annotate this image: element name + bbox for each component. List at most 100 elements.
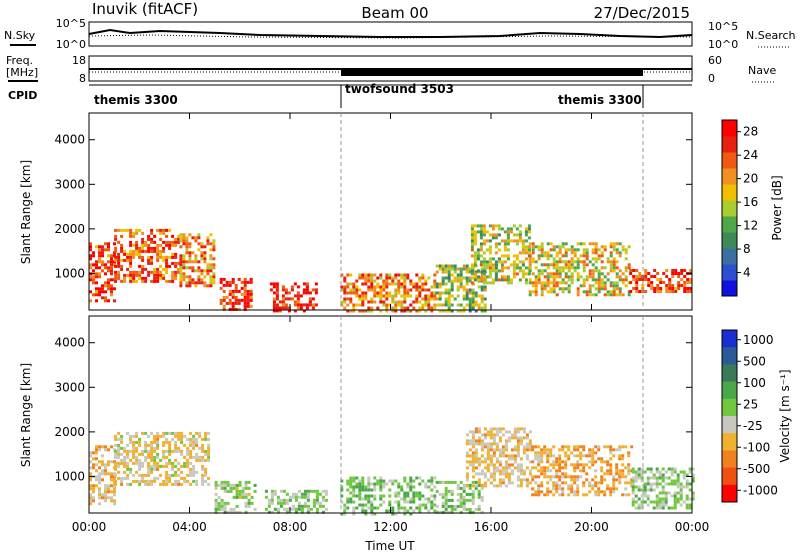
echo-cell: [479, 236, 483, 240]
echo-cell: [649, 500, 653, 504]
echo-cell: [95, 263, 98, 267]
echo-cell: [234, 283, 238, 287]
echo-cell: [537, 493, 541, 497]
echo-cell: [573, 445, 577, 449]
echo-cell: [98, 478, 101, 482]
echo-cell: [191, 281, 195, 285]
echo-cell: [98, 272, 101, 276]
echo-cell: [156, 446, 160, 450]
echo-cell: [488, 275, 492, 279]
echo-cell: [197, 278, 201, 282]
echo-cell: [521, 260, 525, 264]
echo-cell: [299, 306, 303, 310]
echo-cell: [209, 242, 213, 246]
echo-cell: [549, 448, 553, 452]
echo-cell: [340, 479, 344, 483]
echo-cell: [113, 490, 116, 494]
echo-cell: [534, 481, 538, 485]
echo-cell: [141, 264, 145, 268]
echo-cell: [507, 457, 511, 461]
echo-cell: [497, 257, 501, 261]
power-colorbar-cell: [722, 136, 737, 153]
echo-cell: [107, 278, 110, 282]
echo-cell: [358, 503, 362, 507]
echo-cell: [534, 260, 538, 264]
echo-cell: [534, 466, 538, 470]
echo-cell: [488, 224, 492, 228]
echo-cell: [110, 293, 113, 297]
echo-cell: [456, 276, 460, 280]
echo-cell: [427, 500, 431, 504]
echo-cell: [632, 287, 636, 290]
echo-cell: [162, 464, 166, 468]
echo-cell: [685, 473, 689, 477]
echo-cell: [382, 294, 386, 298]
echo-cell: [203, 275, 207, 279]
echo-cell: [474, 448, 478, 452]
echo-cell: [403, 512, 407, 516]
echo-cell: [207, 446, 211, 450]
echo-cell: [627, 451, 631, 455]
echo-cell: [591, 257, 595, 261]
echo-cell: [418, 494, 422, 498]
echo-cell: [618, 448, 622, 452]
echo-cell: [379, 503, 383, 507]
echo-cell: [409, 294, 413, 298]
echo-cell: [492, 469, 496, 473]
echo-cell: [453, 279, 457, 283]
echo-cell: [624, 466, 628, 470]
echo-cell: [558, 269, 562, 273]
echo-cell: [618, 287, 622, 291]
echo-cell: [183, 443, 187, 447]
echo-cell: [629, 290, 633, 293]
echo-cell: [379, 300, 383, 304]
echo-cell: [677, 281, 681, 284]
echo-cell: [462, 306, 466, 310]
echo-cell: [200, 251, 204, 255]
echo-cell: [104, 448, 107, 452]
echo-cell: [552, 460, 556, 464]
echo-cell: [558, 448, 562, 452]
echo-cell: [500, 254, 504, 258]
echo-cell: [180, 431, 184, 435]
echo-cell: [573, 478, 577, 482]
echo-cell: [117, 437, 121, 441]
echo-cell: [470, 233, 474, 237]
echo-cell: [453, 507, 457, 511]
echo-cell: [141, 461, 145, 465]
echo-cell: [223, 504, 227, 508]
echo-cell: [506, 275, 510, 279]
echo-cell: [110, 257, 113, 261]
echo-cell: [182, 254, 186, 258]
echo-cell: [658, 503, 662, 507]
echo-cell: [132, 479, 136, 483]
echo-cell: [229, 483, 233, 487]
echo-cell: [498, 454, 502, 458]
echo-cell: [646, 494, 650, 498]
echo-cell: [582, 260, 586, 264]
echo-cell: [285, 498, 289, 502]
echo-cell: [462, 498, 466, 502]
echo-cell: [528, 257, 532, 261]
echo-cell: [585, 454, 589, 458]
echo-cell: [135, 479, 139, 483]
echo-cell: [226, 480, 230, 484]
echo-cell: [494, 269, 498, 273]
echo-cell: [223, 489, 227, 493]
echo-cell: [494, 266, 498, 270]
echo-cell: [473, 260, 477, 264]
echo-cell: [150, 470, 154, 474]
echo-cell: [471, 294, 475, 298]
echo-cell: [144, 449, 148, 453]
echo-cell: [349, 309, 353, 313]
echo-cell: [340, 488, 344, 492]
echo-cell: [207, 458, 211, 462]
echo-cell: [486, 445, 490, 449]
echo-cell: [576, 448, 580, 452]
echo-cell: [462, 276, 466, 280]
echo-cell: [132, 434, 136, 438]
echo-cell: [558, 475, 562, 479]
echo-cell: [204, 431, 208, 435]
echo-cell: [618, 242, 622, 246]
